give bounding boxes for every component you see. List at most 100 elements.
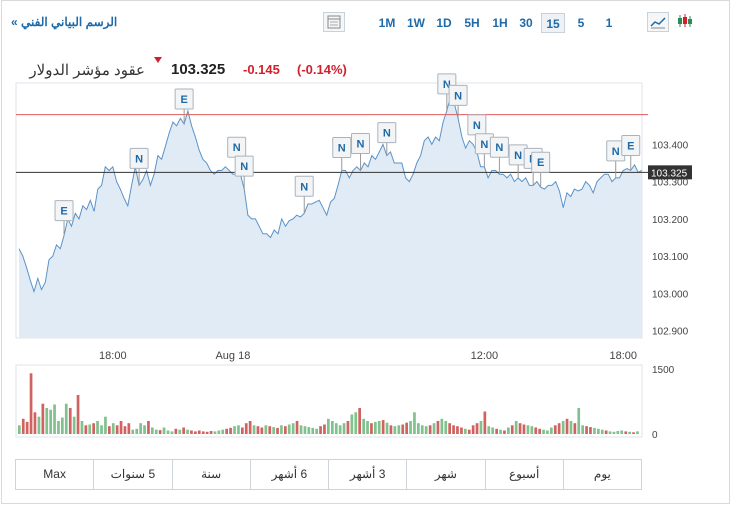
- volume-bar: [45, 408, 49, 434]
- volume-bar: [115, 425, 119, 434]
- volume-bar: [604, 430, 608, 434]
- volume-bar: [514, 421, 518, 434]
- marker-label: N: [338, 142, 346, 154]
- volume-bar: [272, 427, 275, 434]
- period-5-years[interactable]: 5 سنوات: [93, 460, 171, 489]
- volume-bar: [409, 421, 412, 434]
- timeframe-5h[interactable]: 5H: [464, 16, 480, 30]
- volume-bar: [100, 425, 103, 434]
- volume-bar: [213, 431, 217, 434]
- chart-widget: الرسم البياني الفني » 1M 1W 1D 5H 1H 30 …: [1, 0, 730, 504]
- news-marker[interactable]: N: [227, 136, 247, 175]
- marker-box: [489, 136, 509, 158]
- volume-bar: [264, 425, 268, 434]
- volume-bar: [393, 426, 397, 434]
- volume-bar: [166, 430, 170, 434]
- volume-bar: [268, 426, 272, 434]
- volume-bar: [276, 427, 279, 434]
- volume-bar: [401, 424, 405, 434]
- volume-bar: [448, 423, 451, 434]
- volume-bar: [381, 420, 385, 434]
- volume-bar: [241, 427, 244, 434]
- news-marker[interactable]: N: [234, 155, 254, 190]
- news-marker[interactable]: N: [448, 84, 468, 119]
- timeframe-1[interactable]: 1: [605, 16, 613, 30]
- timeframe-15[interactable]: 15: [541, 13, 565, 33]
- marker-box: [332, 136, 352, 158]
- marker-label: E: [60, 206, 67, 218]
- volume-bar: [413, 412, 416, 434]
- volume-bar: [495, 428, 498, 434]
- volume-bar: [190, 430, 193, 434]
- timeframe-1m[interactable]: 1M: [378, 16, 396, 30]
- volume-bar: [108, 426, 111, 434]
- volume-bar: [385, 422, 389, 434]
- news-marker[interactable]: N: [332, 136, 352, 171]
- volume-bar: [565, 418, 569, 434]
- volume-bar: [139, 423, 142, 434]
- marker-label: N: [357, 138, 365, 150]
- volume-bar: [460, 427, 463, 434]
- news-marker[interactable]: N: [294, 175, 314, 214]
- timeframe-1d[interactable]: 1D: [436, 16, 452, 30]
- price-change-percent: (-0.14%): [297, 62, 347, 77]
- volume-bar: [577, 408, 581, 434]
- period-week[interactable]: أسبوع: [484, 460, 563, 489]
- volume-bar: [573, 423, 577, 434]
- volume-bar: [154, 429, 158, 434]
- last-price: 103.325: [171, 61, 226, 78]
- timeframe-1w[interactable]: 1W: [407, 16, 425, 30]
- period-3-months[interactable]: 3 أشهر: [328, 460, 406, 489]
- price-chart[interactable]: 103.400 103.300 103.200 103.100 103.000 102.9…: [2, 1, 729, 456]
- candlestick-icon[interactable]: [675, 12, 697, 32]
- news-marker[interactable]: N: [377, 122, 397, 156]
- volume-bar: [174, 428, 178, 434]
- last-value-badge: [648, 165, 692, 180]
- volume-bar: [64, 403, 68, 434]
- volume-tick-label: 1500: [652, 365, 675, 376]
- volume-bar: [377, 421, 381, 434]
- volume-bar: [475, 423, 479, 434]
- area-chart-icon[interactable]: [647, 12, 669, 32]
- volume-bar: [331, 421, 334, 434]
- news-marker[interactable]: N: [489, 136, 509, 175]
- y-tick-label: 103.300: [652, 178, 689, 189]
- technical-chart-link[interactable]: الرسم البياني الفني »: [11, 15, 118, 29]
- volume-bar: [315, 428, 318, 434]
- volume-bar: [104, 416, 107, 434]
- volume-bar: [581, 425, 584, 434]
- volume-bar: [432, 423, 436, 434]
- table-icon[interactable]: [323, 12, 345, 32]
- volume-bar: [510, 425, 514, 434]
- earnings-marker[interactable]: E: [174, 88, 194, 124]
- volume-bar: [76, 395, 80, 434]
- volume-bar: [503, 430, 506, 434]
- period-6-months[interactable]: 6 أشهر: [249, 460, 328, 489]
- x-tick-label: Aug 18: [215, 350, 250, 362]
- news-marker[interactable]: N: [474, 133, 494, 167]
- volume-bar: [311, 427, 315, 434]
- volume-bar: [553, 425, 557, 434]
- period-day[interactable]: يوم: [562, 460, 641, 489]
- volume-bar: [80, 421, 84, 434]
- volume-tick-label: 0: [652, 430, 658, 441]
- marker-label: N: [240, 161, 248, 173]
- news-marker[interactable]: N: [351, 132, 371, 171]
- period-month[interactable]: شهر: [406, 460, 484, 489]
- timeframe-1h[interactable]: 1H: [492, 16, 508, 30]
- volume-bar: [68, 408, 72, 434]
- volume-bar: [624, 431, 628, 434]
- earnings-marker[interactable]: E: [531, 151, 551, 188]
- timeframe-30[interactable]: 30: [519, 16, 533, 30]
- period-year[interactable]: سنة: [171, 460, 250, 489]
- earnings-marker[interactable]: E: [54, 200, 74, 236]
- volume-bar: [37, 416, 41, 434]
- news-marker[interactable]: N: [129, 147, 149, 186]
- y-tick-label: 103.000: [652, 289, 689, 300]
- timeframe-5[interactable]: 5: [577, 16, 585, 30]
- volume-bar: [225, 428, 228, 434]
- volume-bar: [84, 425, 88, 434]
- volume-bar: [260, 427, 264, 434]
- earnings-marker[interactable]: E: [621, 134, 641, 171]
- period-max[interactable]: Max: [43, 467, 66, 481]
